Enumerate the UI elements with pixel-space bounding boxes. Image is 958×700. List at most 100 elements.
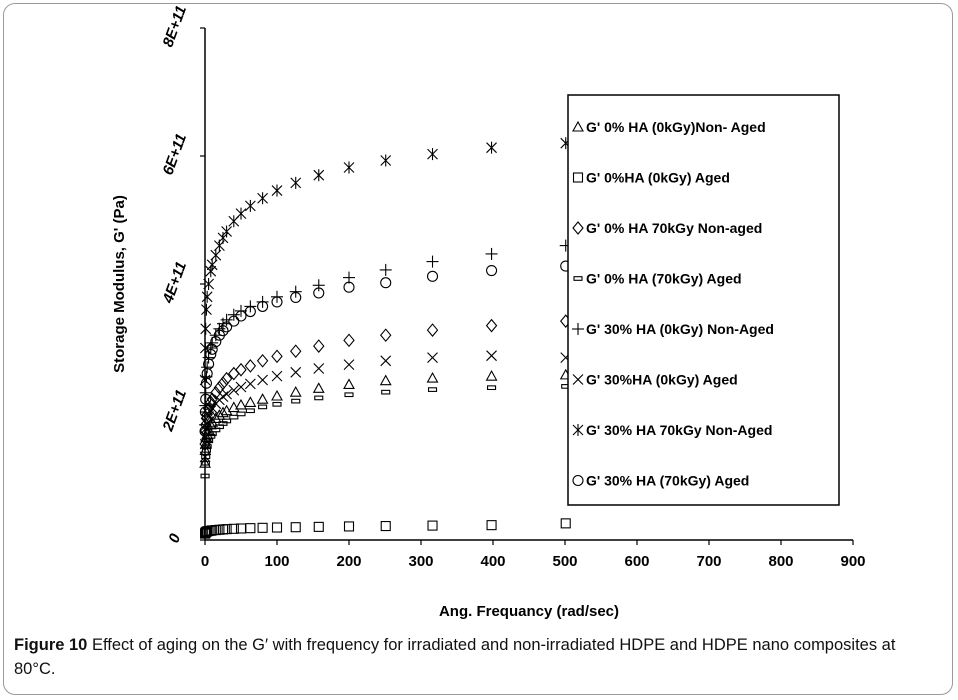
data-point: [258, 404, 268, 410]
data-point: [257, 374, 268, 386]
data-point: [221, 388, 232, 400]
legend-marker: [572, 120, 584, 132]
data-point: [200, 460, 210, 466]
figure-frame: [3, 3, 953, 695]
data-point: [206, 258, 218, 271]
data-point: [343, 281, 355, 293]
data-point: [217, 406, 229, 418]
data-point: [379, 374, 392, 386]
data-point: [235, 398, 247, 410]
legend-label: G' 30%HA (0kGy) Aged: [586, 372, 738, 388]
data-point: [257, 522, 268, 533]
data-point: [244, 199, 256, 212]
legend-marker: [573, 276, 583, 281]
chart-legend: G' 0% HA (0kGy)Non- Aged G' 0%HA (0kGy) A…: [567, 94, 840, 506]
data-point: [426, 255, 439, 268]
data-point: [201, 448, 211, 453]
data-point: [206, 392, 218, 407]
y-tick-label: 4E+11: [159, 259, 190, 306]
data-point: [486, 141, 497, 154]
y-axis-title: Storage Modulus, G' (Pa): [111, 195, 128, 373]
data-point: [427, 148, 438, 161]
caption-text: Effect of aging on the G′ with frequency…: [14, 636, 896, 678]
data-point: [486, 520, 497, 531]
data-point: [290, 366, 302, 378]
data-point: [380, 154, 392, 167]
legend-marker: [572, 474, 584, 487]
data-point: [343, 271, 355, 284]
data-point: [271, 296, 283, 308]
data-point: [222, 418, 232, 424]
data-point: [235, 381, 247, 393]
data-point: [380, 277, 392, 289]
data-point: [289, 386, 302, 397]
data-point: [200, 322, 212, 335]
legend-label: G' 0% HA (70kGy) Aged: [586, 271, 742, 287]
data-point: [271, 184, 283, 197]
data-point: [290, 344, 302, 359]
data-point: [487, 385, 497, 391]
data-point: [343, 161, 355, 174]
data-point: [313, 287, 325, 299]
data-point: [199, 406, 211, 418]
data-point: [201, 454, 211, 460]
data-point: [200, 473, 210, 479]
data-point: [289, 285, 302, 298]
data-point: [271, 349, 283, 364]
data-point: [380, 520, 391, 532]
data-point: [313, 169, 325, 182]
x-tick-label: 100: [264, 553, 289, 570]
data-point: [205, 348, 217, 360]
data-point: [485, 370, 498, 381]
legend-marker: [572, 221, 584, 235]
data-point: [200, 431, 213, 443]
data-point: [486, 350, 497, 362]
data-point: [228, 384, 240, 396]
data-point: [427, 352, 438, 363]
data-point: [313, 521, 324, 532]
data-point: [245, 523, 256, 534]
data-point: [343, 521, 355, 532]
data-point: [426, 270, 439, 282]
legend-label: G' 0% HA (0kGy)Non- Aged: [586, 119, 766, 135]
legend-marker: [572, 374, 584, 385]
data-point: [235, 362, 247, 377]
data-point: [199, 451, 211, 463]
data-point: [485, 318, 498, 333]
x-tick-label: 300: [408, 553, 433, 570]
data-point: [271, 522, 283, 533]
data-point: [235, 207, 247, 220]
data-point: [210, 385, 222, 400]
data-point: [379, 263, 392, 276]
data-point: [290, 522, 301, 533]
data-point: [236, 411, 246, 417]
data-point: [203, 278, 214, 290]
data-point: [271, 370, 283, 382]
data-point: [210, 249, 222, 262]
data-point: [217, 376, 229, 391]
data-point: [313, 339, 325, 353]
data-point: [344, 392, 354, 398]
legend-label: G' 30% HA 70kGy Non-Aged: [586, 422, 772, 438]
data-point: [217, 325, 229, 337]
data-point: [217, 391, 229, 403]
series-1: [199, 368, 572, 468]
data-point: [272, 401, 282, 407]
data-point: [380, 328, 392, 343]
data-point: [201, 290, 213, 303]
data-point: [312, 279, 325, 292]
y-tick-label: 0: [165, 531, 184, 545]
data-point: [291, 398, 301, 404]
y-tick-label: 2E+11: [159, 387, 190, 434]
caption-label: Figure 10: [14, 636, 88, 654]
data-point: [271, 389, 283, 401]
data-point: [201, 303, 212, 316]
data-point: [257, 300, 269, 312]
data-point: [257, 192, 268, 205]
x-tick-label: 800: [768, 553, 793, 570]
legend-label: G' 30% HA (70kGy) Aged: [586, 473, 749, 489]
data-point: [221, 321, 233, 333]
x-tick-label: 700: [696, 553, 721, 570]
data-point: [244, 396, 257, 407]
data-point: [244, 305, 256, 318]
